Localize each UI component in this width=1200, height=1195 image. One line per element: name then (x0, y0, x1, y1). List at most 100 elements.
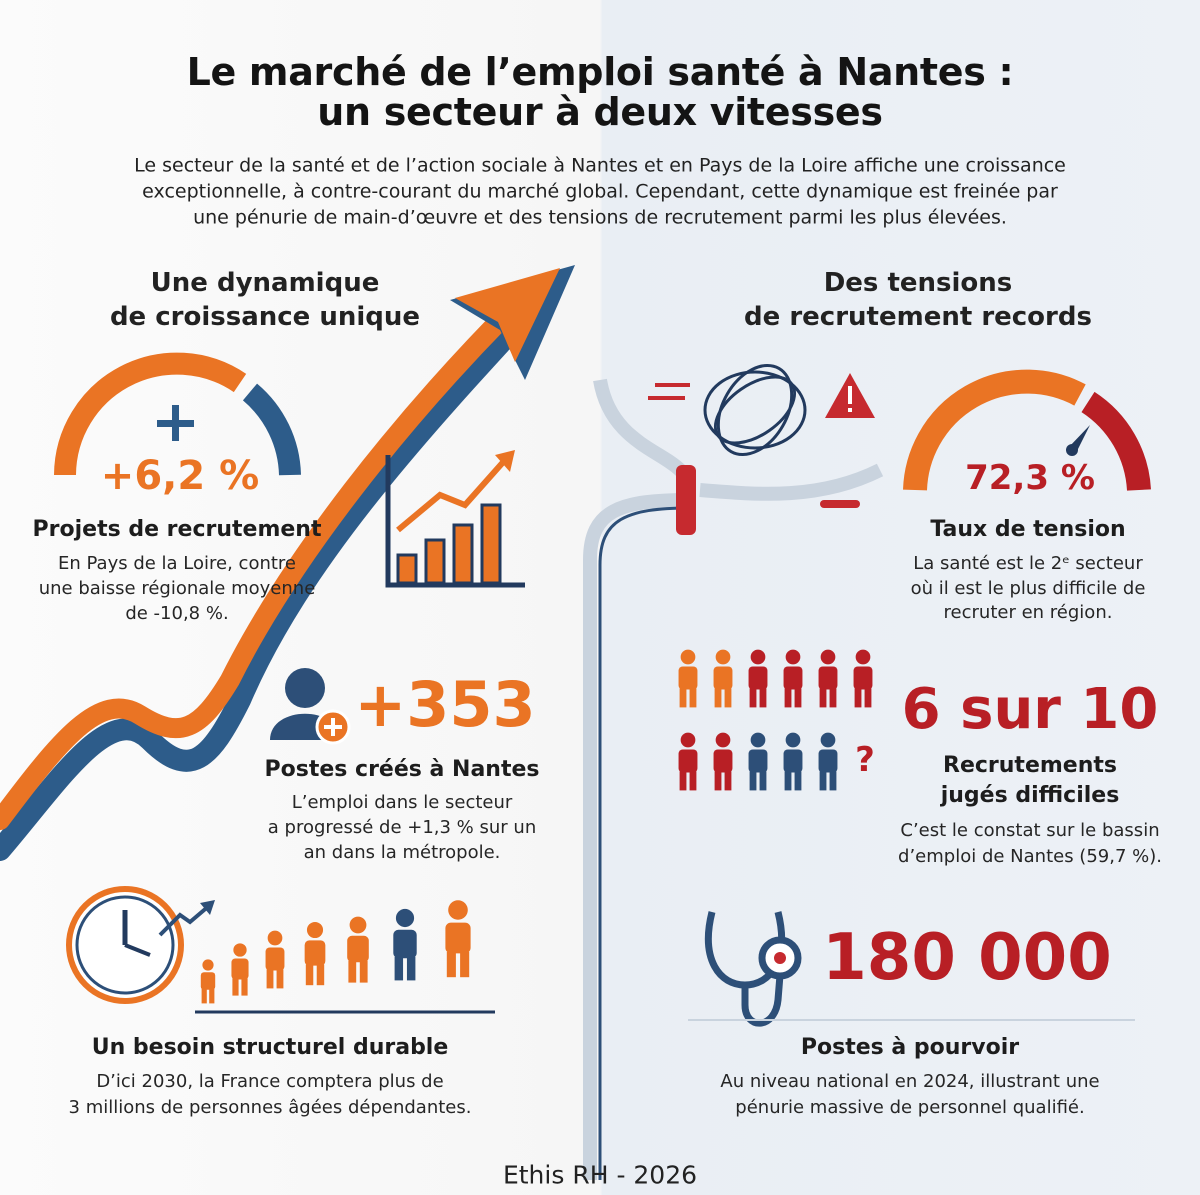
stat-text: d’emploi de Nantes (59,7 %). (898, 846, 1162, 867)
recruitment-icon (689, 688, 697, 708)
population-icon (304, 940, 326, 966)
recruitment-icon (724, 688, 732, 708)
chart-icon (480, 503, 502, 585)
stat-text: En Pays de la Loire, contre (57, 553, 297, 574)
stat-text: une baisse régionale moyenne (38, 578, 316, 599)
clock-icon (158, 903, 212, 937)
recruitment-icon (679, 688, 687, 708)
chart-icon (396, 458, 508, 533)
tension-icon (820, 500, 860, 508)
tension-icon (716, 363, 794, 457)
chart-icon (424, 538, 446, 585)
recruitment-icon (818, 749, 838, 773)
question-mark: ? (855, 740, 875, 780)
stat-text: 3 millions de personnes âgées dépendante… (68, 1097, 472, 1118)
stat-text: an dans la métropole. (303, 842, 501, 863)
stat-text: a progressé de +1,3 % sur un (267, 817, 537, 838)
growth-arrow (455, 268, 560, 362)
recruitment-icon (678, 749, 698, 773)
recruitment-icon (855, 649, 871, 665)
section-heading: de croissance unique (109, 302, 421, 332)
recruitment-icon (689, 771, 697, 791)
stat-text: D’ici 2030, la France comptera plus de (96, 1071, 444, 1092)
title: un secteur à deux vitesses (317, 90, 883, 134)
recruitment-icon (819, 771, 827, 791)
stat: 180 000 (822, 921, 1112, 995)
chart-icon (385, 455, 525, 588)
recruitment-icon (759, 688, 767, 708)
recruitment-icon (784, 771, 792, 791)
recruitment-icon (864, 688, 872, 708)
recruitment-icon (748, 666, 768, 690)
recruitment-icon (750, 732, 766, 748)
recruitment-icon (829, 688, 837, 708)
stat-label: Postes créés à Nantes (264, 757, 540, 782)
stat-label: Recrutements (943, 753, 1117, 778)
recruitment-icon (750, 649, 766, 665)
recruitment-icon (818, 666, 838, 690)
recruitment-icon (678, 649, 873, 791)
tension-icon (848, 386, 852, 404)
clock-icon (75, 895, 175, 995)
recruitment-icon (724, 771, 732, 791)
population-icon (267, 930, 283, 946)
stat-text: La santé est le 2ᵉ secteur (913, 553, 1143, 574)
recruitment-icon (794, 771, 802, 791)
tension-icon (583, 363, 884, 1180)
recruitment-icon (680, 649, 696, 665)
recruitment-icon (715, 649, 731, 665)
intro: une pénurie de main-d’œuvre et des tensi… (193, 206, 1007, 229)
section-heading: Une dynamique (150, 268, 380, 298)
growth-gauge (54, 352, 301, 476)
clock-icon (200, 900, 215, 915)
recruitment-icon (714, 688, 722, 708)
population-icon (359, 961, 368, 983)
tension-icon (583, 493, 691, 1180)
stat-text: de -10,8 %. (125, 603, 229, 624)
intro: exceptionnelle, à contre-courant du marc… (142, 180, 1058, 203)
growth-gauge (54, 352, 247, 476)
growth-arrow (0, 289, 551, 861)
tension-icon (593, 378, 695, 485)
chart-icon (396, 553, 418, 585)
stat-label: jugés difficiles (940, 783, 1120, 808)
recruitment-icon (820, 732, 836, 748)
tension-icon (848, 408, 852, 412)
recruitment-icon (759, 771, 767, 791)
population-icon (231, 958, 249, 980)
clock-icon (124, 943, 151, 957)
stat-text: Au niveau national en 2024, illustrant u… (720, 1071, 1100, 1092)
recruitment-icon (749, 688, 757, 708)
recruitment-icon (853, 666, 873, 690)
stethoscope-icon (741, 974, 784, 1027)
person-icon (285, 668, 325, 708)
tension-gauge (903, 369, 1086, 491)
population-icon (306, 921, 324, 939)
recruitment-icon (783, 666, 803, 690)
tension-icon (703, 370, 807, 450)
clock-icon (66, 886, 215, 1004)
population-icon (195, 900, 495, 1014)
stat: 72,3 % (965, 458, 1095, 498)
recruitment-icon (679, 771, 687, 791)
tension-icon (699, 463, 884, 501)
recruitment-icon (714, 771, 722, 791)
stat-label: Projets de recrutement (32, 517, 322, 542)
recruitment-icon (820, 649, 836, 665)
population-icon (394, 957, 404, 981)
stat-text: L’emploi dans le secteur (291, 792, 513, 813)
population-icon (200, 972, 216, 990)
population-icon (201, 989, 207, 1004)
section-heading: Des tensions (823, 268, 1013, 298)
stat-label: Postes à pourvoir (800, 1035, 1020, 1060)
population-icon (209, 989, 215, 1004)
tension-icon (676, 465, 696, 535)
population-icon (316, 964, 325, 986)
population-icon (241, 978, 248, 996)
chart-icon (385, 450, 525, 588)
population-icon (305, 964, 314, 986)
recruitment-icon (678, 666, 698, 690)
recruitment-icon (829, 771, 837, 791)
population-icon (347, 935, 369, 963)
stat: +6,2 % (100, 453, 260, 499)
